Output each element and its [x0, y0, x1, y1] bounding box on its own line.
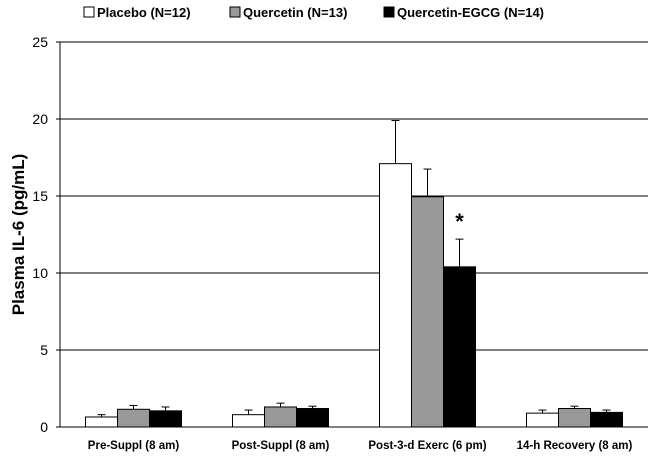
bar [149, 410, 182, 428]
gridlines [60, 41, 648, 351]
bar [296, 408, 329, 428]
bar [558, 408, 591, 428]
y-tick-label: 25 [32, 34, 48, 50]
bar [117, 408, 150, 428]
y-tick-label: 5 [40, 342, 48, 358]
x-category-label: Pre-Suppl (8 am) [88, 440, 180, 452]
annotations: * [455, 209, 464, 234]
x-category-label: 14-h Recovery (8 am) [517, 440, 633, 452]
bar [85, 416, 118, 428]
legend-label: Quercetin (N=13) [243, 5, 347, 20]
bar [590, 411, 623, 428]
legend-label: Quercetin-EGCG (N=14) [397, 5, 544, 20]
legend-swatch [229, 6, 241, 18]
significance-asterisk: * [455, 209, 464, 234]
bar [379, 163, 412, 428]
legend-swatch [83, 6, 95, 18]
error-bars [97, 120, 611, 417]
bars [85, 163, 623, 428]
y-tick-label: 15 [32, 188, 48, 204]
legend-item: Placebo (N=12) [83, 5, 191, 20]
x-category-label: Post-Suppl (8 am) [232, 440, 330, 452]
legend: Placebo (N=12) Quercetin (N=13) Quercetin-… [83, 5, 544, 20]
x-axis-categories: Pre-Suppl (8 am) Post-Suppl (8 am) Post-3-… [88, 440, 633, 452]
y-axis-ticks: 0 5 10 15 20 25 [32, 34, 60, 435]
y-tick-label: 0 [40, 419, 48, 435]
y-tick-label: 20 [32, 111, 48, 127]
bar [411, 196, 444, 428]
y-tick-label: 10 [32, 265, 48, 281]
y-axis-label: Plasma IL-6 (pg/mL) [9, 154, 28, 316]
legend-swatch [383, 6, 395, 18]
legend-item: Quercetin (N=13) [229, 5, 347, 20]
x-category-label: Post-3-d Exerc (6 pm) [368, 440, 486, 452]
bar [264, 406, 297, 428]
bar [443, 266, 476, 428]
legend-item: Quercetin-EGCG (N=14) [383, 5, 544, 20]
legend-label: Placebo (N=12) [97, 5, 191, 20]
bar [526, 412, 559, 428]
bar [232, 414, 265, 428]
